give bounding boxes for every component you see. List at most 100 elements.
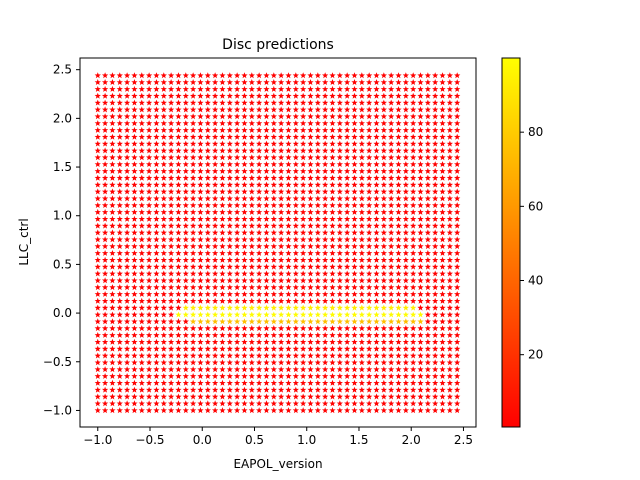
scatter-point xyxy=(270,222,277,229)
scatter-point xyxy=(380,140,387,147)
scatter-point xyxy=(145,161,153,168)
scatter-point xyxy=(351,85,358,92)
scatter-point xyxy=(145,249,153,256)
scatter-point xyxy=(131,140,138,147)
scatter-point xyxy=(285,229,292,236)
scatter-point xyxy=(160,290,167,297)
scatter-point xyxy=(145,304,153,311)
scatter-point xyxy=(226,106,233,113)
scatter-point xyxy=(211,181,219,188)
scatter-point xyxy=(380,99,387,106)
scatter-point xyxy=(285,311,292,318)
scatter-point xyxy=(388,366,395,373)
scatter-point xyxy=(116,174,123,181)
scatter-point xyxy=(123,372,131,379)
scatter-point xyxy=(101,393,109,400)
scatter-point xyxy=(292,345,299,352)
scatter-point xyxy=(336,263,343,270)
scatter-point xyxy=(145,222,153,229)
scatter-point xyxy=(329,208,336,215)
scatter-point xyxy=(160,167,167,174)
scatter-point xyxy=(285,236,292,243)
scatter-point xyxy=(322,263,329,270)
scatter-point xyxy=(175,208,182,215)
scatter-point xyxy=(402,229,409,236)
scatter-point xyxy=(417,72,424,79)
scatter-point xyxy=(322,174,329,181)
scatter-point xyxy=(322,229,329,236)
scatter-point xyxy=(300,372,307,379)
scatter-point xyxy=(454,407,461,414)
scatter-point xyxy=(123,338,131,345)
scatter-point xyxy=(285,222,292,229)
scatter-point xyxy=(322,284,329,291)
scatter-point xyxy=(307,270,314,277)
scatter-point xyxy=(145,181,153,188)
scatter-point xyxy=(314,366,321,373)
scatter-point xyxy=(233,174,241,181)
scatter-point xyxy=(131,167,138,174)
scatter-point xyxy=(248,379,255,386)
scatter-point xyxy=(160,393,167,400)
scatter-point xyxy=(101,188,109,195)
scatter-point xyxy=(116,359,123,366)
scatter-point xyxy=(219,236,226,243)
scatter-point xyxy=(211,304,219,311)
scatter-point xyxy=(285,263,292,270)
scatter-point xyxy=(211,277,219,284)
scatter-point xyxy=(189,202,197,209)
scatter-point xyxy=(285,208,292,215)
scatter-point xyxy=(233,120,241,127)
scatter-point xyxy=(101,140,109,147)
scatter-point xyxy=(153,284,160,291)
scatter-point xyxy=(388,407,395,414)
scatter-point xyxy=(101,106,109,113)
scatter-point xyxy=(388,133,395,140)
scatter-point xyxy=(454,311,461,318)
scatter-point xyxy=(432,366,439,373)
scatter-point xyxy=(197,277,204,284)
scatter-point xyxy=(256,386,263,393)
scatter-point xyxy=(109,407,116,414)
scatter-point xyxy=(189,167,197,174)
scatter-point xyxy=(226,345,233,352)
scatter-point xyxy=(432,325,439,332)
scatter-point xyxy=(204,208,211,215)
scatter-point xyxy=(329,236,336,243)
scatter-point xyxy=(256,236,263,243)
scatter-point xyxy=(270,331,277,338)
scatter-point xyxy=(344,222,351,229)
scatter-point xyxy=(101,366,109,373)
scatter-point xyxy=(197,352,204,359)
scatter-point xyxy=(241,167,248,174)
scatter-point xyxy=(94,126,101,133)
scatter-point xyxy=(336,229,343,236)
scatter-point xyxy=(116,263,123,270)
scatter-point xyxy=(131,161,138,168)
scatter-point xyxy=(226,325,233,332)
scatter-point xyxy=(131,311,138,318)
scatter-point xyxy=(278,366,285,373)
scatter-point xyxy=(204,106,211,113)
scatter-point xyxy=(439,195,446,202)
scatter-point xyxy=(175,79,182,86)
scatter-point xyxy=(292,215,299,222)
scatter-point xyxy=(145,92,153,99)
scatter-point xyxy=(322,400,329,407)
scatter-point xyxy=(454,297,461,304)
scatter-point xyxy=(373,270,380,277)
scatter-point xyxy=(410,79,417,86)
scatter-point xyxy=(263,147,270,154)
scatter-point xyxy=(344,229,351,236)
scatter-point xyxy=(336,174,343,181)
scatter-point xyxy=(256,407,263,414)
scatter-point xyxy=(167,174,175,181)
scatter-point xyxy=(344,133,351,140)
scatter-point xyxy=(307,236,314,243)
scatter-point xyxy=(432,270,439,277)
scatter-point xyxy=(175,290,182,297)
scatter-point xyxy=(116,154,123,161)
scatter-point xyxy=(248,277,255,284)
scatter-point xyxy=(153,99,160,106)
scatter-point xyxy=(226,379,233,386)
